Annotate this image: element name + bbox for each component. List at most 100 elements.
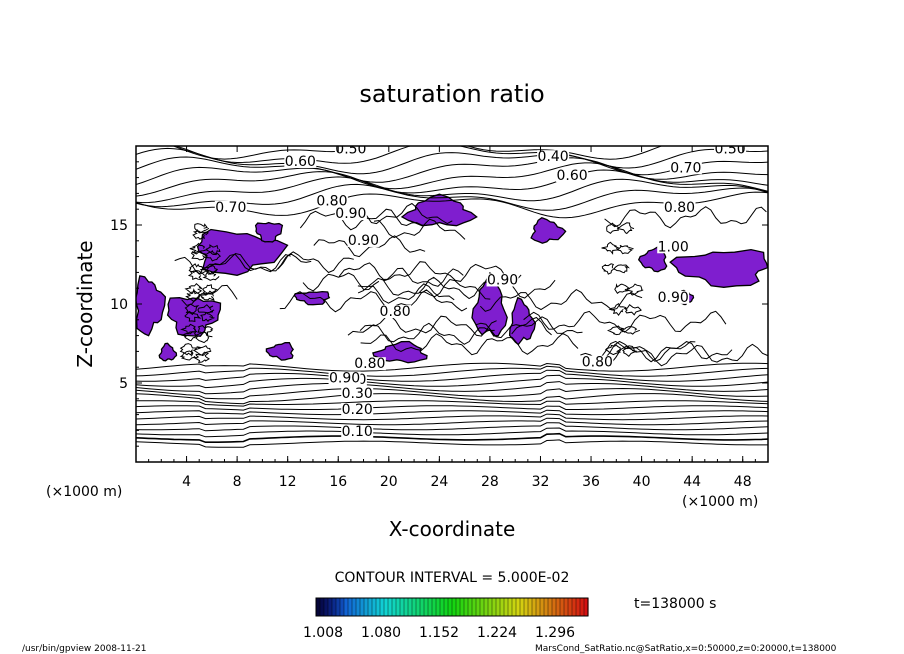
colorbar-stripe	[456, 598, 461, 616]
x-tick-label: 4	[182, 474, 191, 490]
footer-left: /usr/bin/gpview 2008-11-21	[22, 644, 146, 654]
contour-label-bg	[341, 425, 374, 439]
colorbar-stripe	[524, 598, 529, 616]
colorbar-stripe	[484, 598, 489, 616]
contour-label: 0.30	[342, 386, 373, 402]
colorbar-stripe	[568, 598, 573, 616]
contour-label-bg	[353, 357, 386, 371]
colorbar-stripe	[376, 598, 381, 616]
contour-line	[136, 439, 768, 448]
plot-background	[136, 146, 768, 462]
contour-label-bg	[328, 371, 361, 385]
colorbar-stripe	[532, 598, 537, 616]
supersaturated-region	[136, 275, 167, 337]
contour-line	[174, 146, 768, 169]
colorbar-stripe	[392, 598, 397, 616]
contour-line	[200, 311, 216, 323]
contour-line	[194, 223, 210, 234]
contour-label: 0.60	[556, 168, 587, 184]
colorbar-stripe	[572, 598, 577, 616]
contour-label-bg	[347, 233, 380, 247]
colorbar-stripe	[420, 598, 425, 616]
contour-label-bg	[657, 290, 690, 304]
contour-line	[136, 413, 768, 421]
colorbar-frame	[315, 597, 589, 617]
contour-line	[185, 287, 201, 303]
colorbar-stripe	[548, 598, 553, 616]
contour-label-bg	[657, 240, 690, 254]
contour-line	[136, 427, 768, 438]
contour-line	[136, 381, 768, 395]
colorbar-stripe	[344, 598, 349, 616]
colorbar-tick-label: 1.296	[535, 625, 575, 641]
time-label: t=138000 s	[634, 596, 716, 612]
x-unit-right: (×1000 m)	[682, 494, 758, 510]
colorbar-stripe	[464, 598, 469, 616]
contour-line	[136, 147, 768, 176]
contour-line	[511, 316, 583, 335]
contour-line	[136, 393, 768, 405]
contour-line	[136, 374, 768, 389]
contour-label-bg	[214, 200, 247, 214]
contour-line	[200, 265, 218, 275]
colorbar-stripe	[352, 598, 357, 616]
contour-line	[347, 322, 495, 345]
colorbar-stripe	[508, 598, 513, 616]
y-tick-label: 5	[119, 376, 128, 392]
colorbar-tick-label: 1.152	[419, 625, 459, 641]
x-axis: 4 8 12 16 20 24 28 32 36 40 44 48	[148, 146, 756, 490]
colorbar-stripe	[472, 598, 477, 616]
contour-label: 0.70	[215, 200, 246, 216]
x-tick-label: 28	[481, 474, 499, 490]
supersaturated-region	[669, 248, 768, 288]
colorbar-stripe	[416, 598, 421, 616]
contour-line	[136, 162, 768, 190]
colorbar-stripe	[384, 598, 389, 616]
colorbar-stripe	[520, 598, 525, 616]
colorbar-stripe	[320, 598, 325, 616]
contour-label: 0.50	[714, 141, 745, 157]
colorbar-stripe	[388, 598, 393, 616]
colorbar-stripe	[428, 598, 433, 616]
contour-label-bg	[284, 154, 317, 168]
footer-right: MarsCond_SatRatio.nc@SatRatio,x=0:50000,…	[535, 644, 837, 654]
x-tick-label: 32	[532, 474, 550, 490]
colorbar-tick-label: 1.080	[361, 625, 401, 641]
contour-label: 1.00	[658, 239, 689, 255]
contour-line	[136, 417, 768, 426]
colorbar-stripe	[488, 598, 493, 616]
contour-label: 0.80	[380, 304, 411, 320]
contour-line	[136, 432, 768, 443]
contour-interval: CONTOUR INTERVAL = 5.000E-02	[335, 570, 570, 586]
contour-line	[359, 314, 497, 337]
contour-line	[184, 303, 200, 316]
colorbar-stripe	[372, 598, 377, 616]
contour-line	[601, 241, 620, 255]
contour-line	[606, 325, 625, 336]
x-tick-label: 48	[734, 474, 752, 490]
contour-line	[136, 405, 768, 411]
contour-label: 0.20	[342, 402, 373, 418]
colorbar-stripe	[396, 598, 401, 616]
x-tick-label: 36	[582, 474, 600, 490]
x-tick-label: 12	[279, 474, 297, 490]
contour-line	[179, 350, 197, 361]
contour-line	[279, 289, 468, 313]
colorbar-stripe	[336, 598, 341, 616]
contour-line	[184, 282, 203, 294]
contour-line	[192, 345, 212, 357]
y-axis: 5 10 15	[110, 161, 768, 447]
colorbar-stripe	[504, 598, 509, 616]
colorbar-stripe	[516, 598, 521, 616]
contour-line	[136, 409, 768, 416]
contour-line	[606, 222, 620, 234]
colorbar-stripe	[552, 598, 557, 616]
contour-line	[202, 269, 220, 281]
colorbar-stripe	[584, 598, 589, 616]
supersaturated-region	[166, 297, 222, 337]
contour-label: 0.80	[664, 200, 695, 216]
contour-line	[614, 283, 630, 295]
contour-line	[360, 202, 453, 225]
colorbar-stripe	[480, 598, 485, 616]
contour-label-bg	[663, 200, 696, 214]
